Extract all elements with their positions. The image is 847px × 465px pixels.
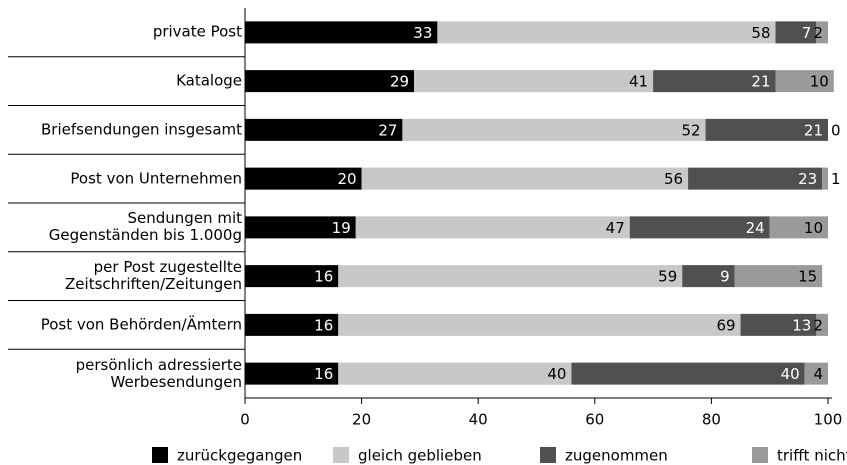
legend-swatch — [333, 447, 349, 463]
value-label: 13 — [792, 316, 811, 334]
x-tick-label: 0 — [240, 411, 250, 429]
value-label: 4 — [813, 365, 823, 383]
bar-segment — [705, 118, 828, 141]
legend-label: gleich geblieben — [358, 447, 482, 465]
value-label: 56 — [664, 170, 683, 188]
bar-segment — [414, 70, 654, 93]
bar-segment — [437, 21, 776, 44]
bar-segment — [361, 167, 689, 190]
bar-segment — [245, 216, 356, 239]
category-label: Post von Unternehmen — [70, 169, 242, 188]
bar-segment — [245, 118, 403, 141]
x-tick-label: 20 — [352, 411, 371, 429]
category-label: private Post — [152, 22, 242, 41]
bar-segment — [402, 118, 706, 141]
x-tick-label: 80 — [702, 411, 721, 429]
value-label: 59 — [658, 268, 677, 286]
bar-segment — [775, 70, 834, 93]
bar-segment — [245, 21, 438, 44]
bar-segment — [245, 362, 339, 385]
bar-segment — [653, 70, 776, 93]
value-label: 58 — [751, 24, 770, 42]
value-label: 52 — [681, 121, 700, 139]
bar-segment — [682, 265, 735, 288]
value-label: 41 — [629, 73, 648, 91]
legend-swatch — [152, 447, 168, 463]
value-label: 15 — [798, 268, 817, 286]
category-label: per Post zugestellte Zeitschriften/Zeitu… — [65, 258, 242, 294]
bar-segment — [338, 362, 572, 385]
value-label: 16 — [314, 268, 333, 286]
bar-segment — [734, 265, 823, 288]
bar-segment — [245, 265, 339, 288]
bar-segment — [804, 362, 828, 385]
value-label: 21 — [804, 121, 823, 139]
bar-segment — [769, 216, 828, 239]
legend-swatch — [752, 447, 768, 463]
bar-segment — [338, 313, 741, 336]
x-tick-label: 60 — [585, 411, 604, 429]
value-label: 16 — [314, 316, 333, 334]
category-label: Kataloge — [176, 71, 242, 90]
bar-segment — [740, 313, 817, 336]
legend-swatch — [540, 447, 556, 463]
value-label: 16 — [314, 365, 333, 383]
bar-segment — [355, 216, 630, 239]
x-tick-label: 100 — [814, 411, 843, 429]
category-label: Sendungen mit Gegenständen bis 1.000g — [48, 209, 242, 245]
value-label: 40 — [547, 365, 566, 383]
category-label: Post von Behörden/Ämtern — [40, 315, 242, 334]
legend-label: trifft nicht zu — [777, 447, 847, 465]
value-label: 29 — [390, 73, 409, 91]
category-label: persönlich adressierte Werbesendungen — [75, 355, 242, 391]
value-label: 69 — [716, 316, 735, 334]
bar-segment — [245, 167, 362, 190]
value-label: 9 — [720, 268, 730, 286]
bar-segment — [245, 70, 415, 93]
bar-segment — [816, 21, 828, 44]
value-label: 40 — [781, 365, 800, 383]
bar-segment — [629, 216, 770, 239]
value-label: 23 — [798, 170, 817, 188]
legend-label: zugenommen — [565, 447, 668, 465]
value-label: 19 — [332, 219, 351, 237]
x-tick-label: 40 — [469, 411, 488, 429]
value-label: 33 — [413, 24, 432, 42]
value-label: 0 — [831, 121, 841, 139]
bar-segment — [816, 313, 828, 336]
bar-segment — [338, 265, 683, 288]
category-label: Briefsendungen insgesamt — [41, 120, 242, 139]
bar-segment — [775, 21, 817, 44]
value-label: 1 — [831, 170, 841, 188]
bar-segment — [822, 167, 828, 190]
bar-segment — [245, 313, 339, 336]
value-label: 10 — [804, 219, 823, 237]
value-label: 47 — [606, 219, 625, 237]
value-label: 20 — [338, 170, 357, 188]
value-label: 24 — [746, 219, 765, 237]
value-label: 21 — [751, 73, 770, 91]
value-label: 2 — [813, 316, 823, 334]
value-label: 10 — [810, 73, 829, 91]
bar-segment — [688, 167, 823, 190]
value-label: 7 — [802, 24, 812, 42]
value-label: 27 — [378, 121, 397, 139]
legend-label: zurückgegangen — [177, 447, 302, 465]
value-label: 2 — [813, 24, 823, 42]
bar-segment — [571, 362, 805, 385]
